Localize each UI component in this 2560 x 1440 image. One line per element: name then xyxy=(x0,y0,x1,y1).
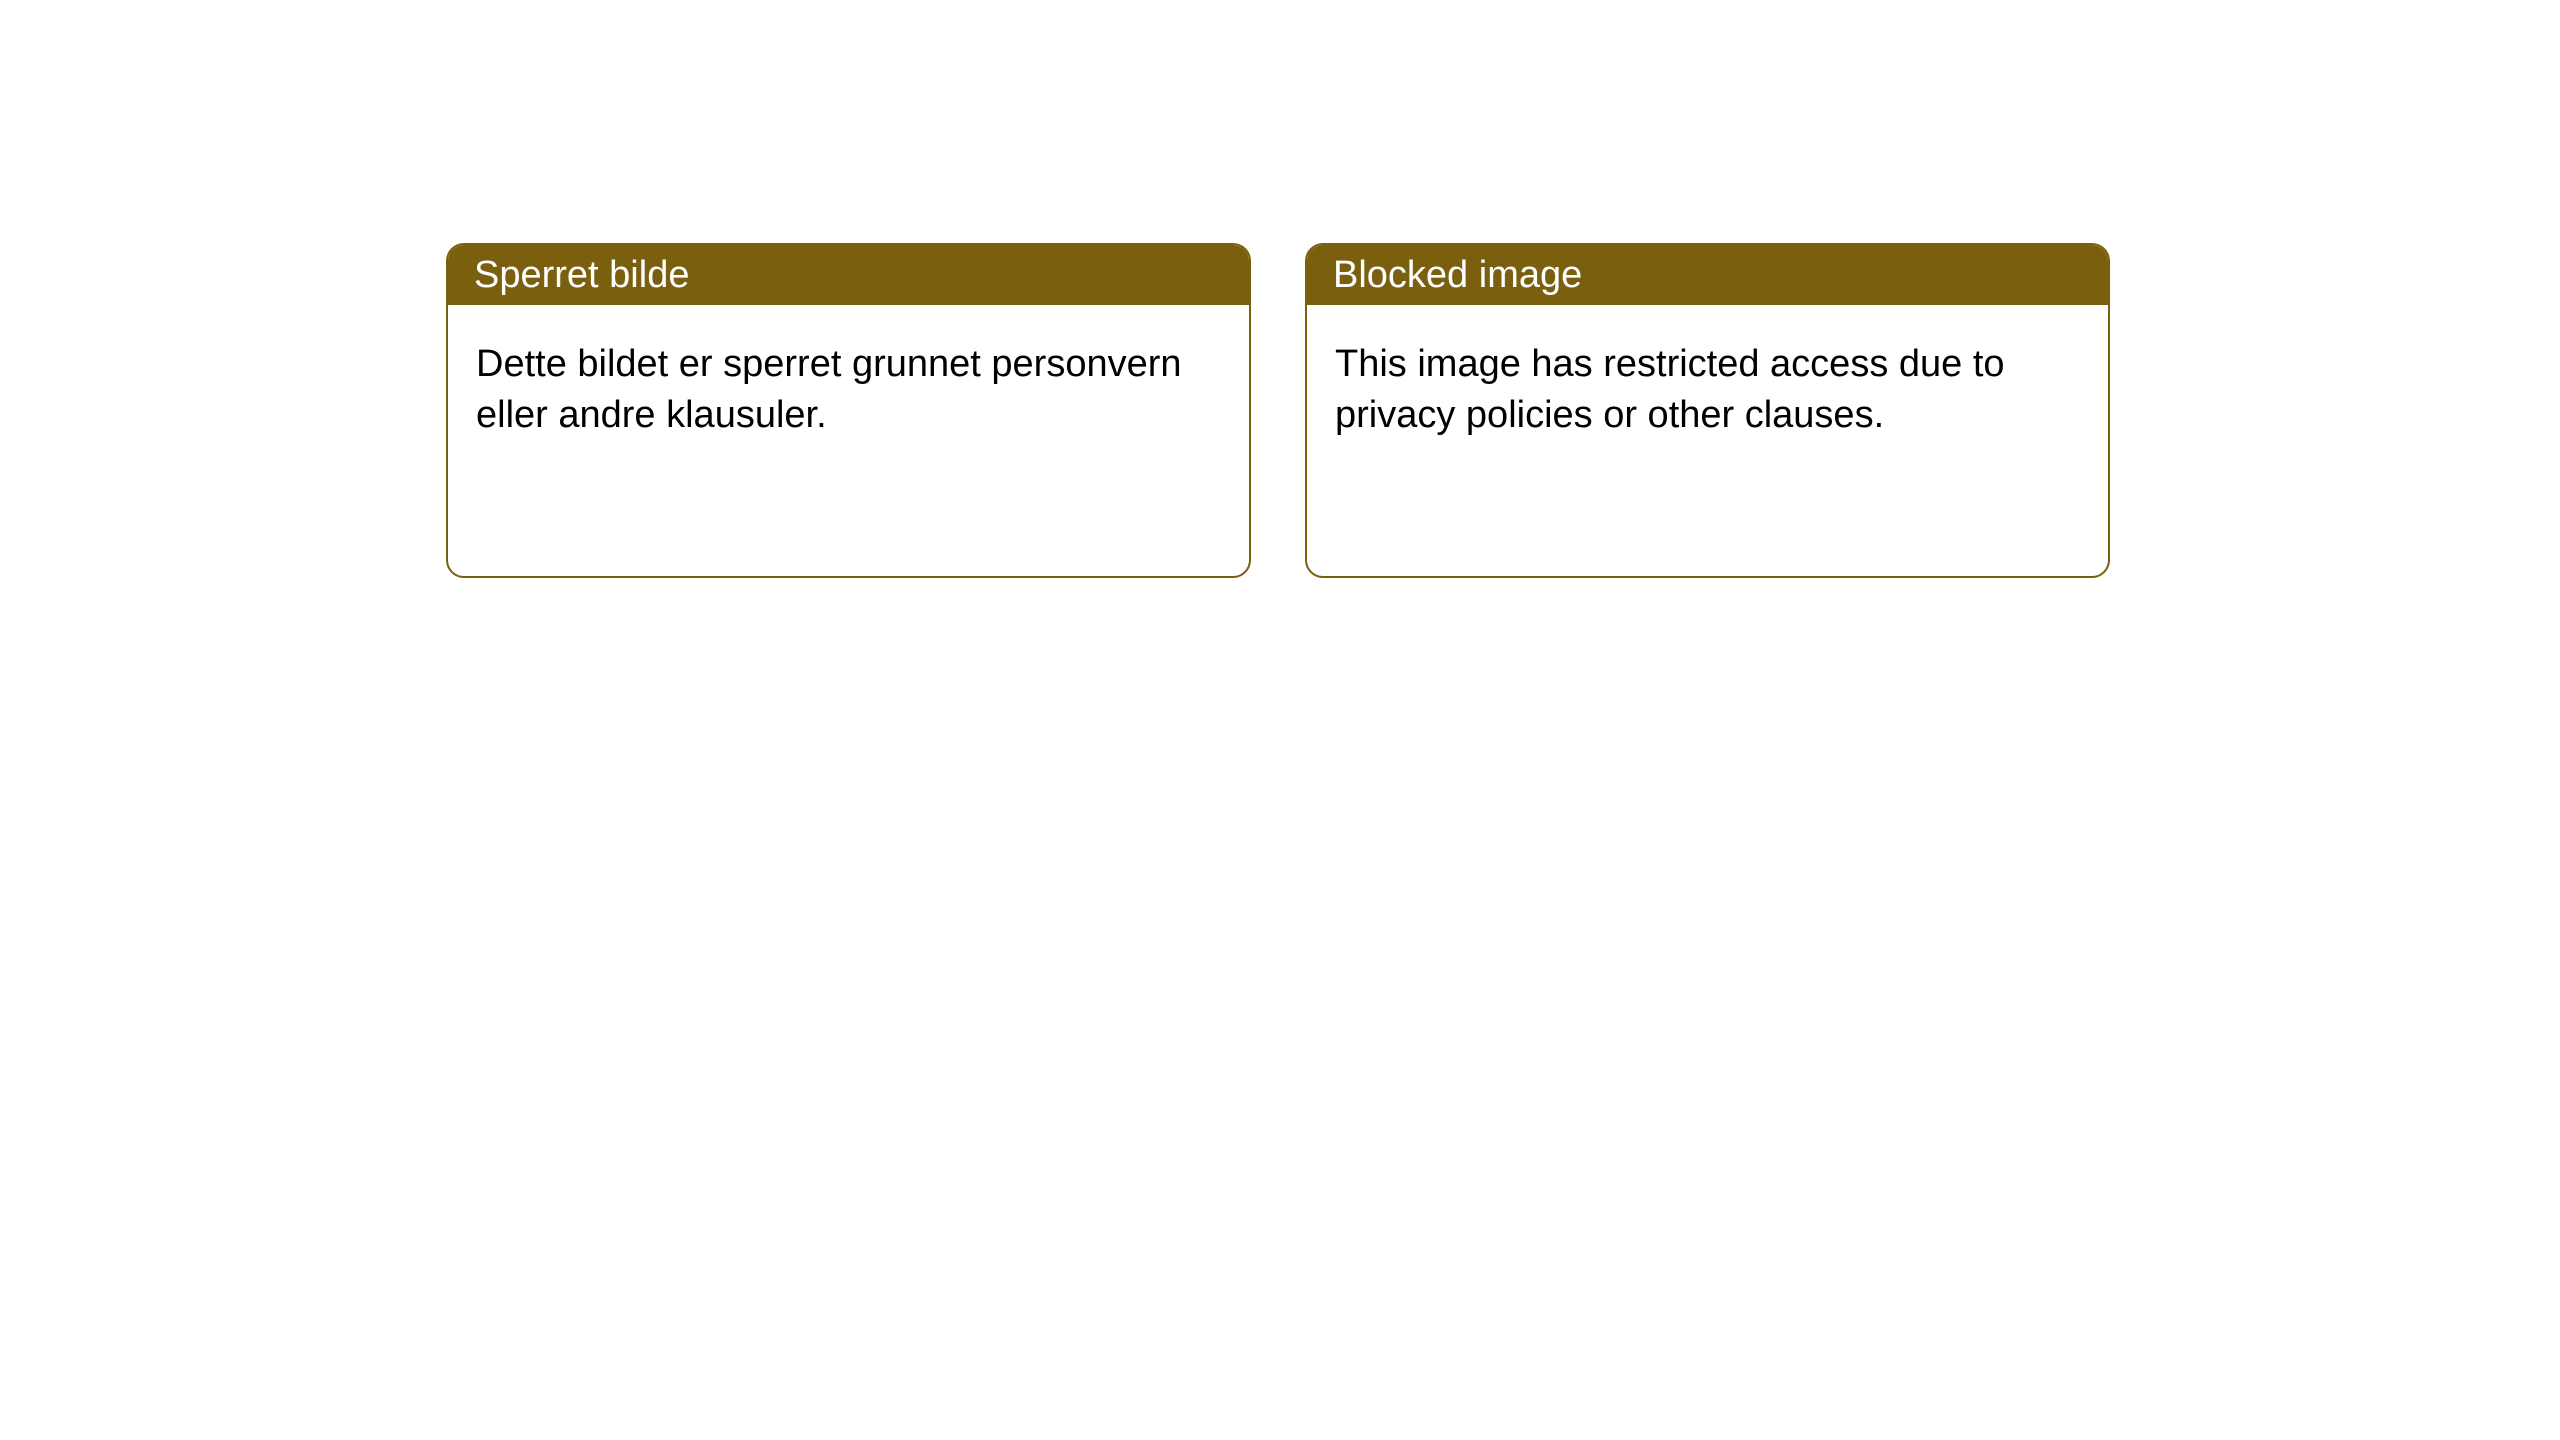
notice-container: Sperret bilde Dette bildet er sperret gr… xyxy=(0,0,2560,578)
notice-card-english: Blocked image This image has restricted … xyxy=(1305,243,2110,578)
notice-title: Blocked image xyxy=(1333,254,1582,297)
notice-header-norwegian: Sperret bilde xyxy=(448,245,1249,305)
notice-title: Sperret bilde xyxy=(474,254,689,297)
notice-card-norwegian: Sperret bilde Dette bildet er sperret gr… xyxy=(446,243,1251,578)
notice-text: This image has restricted access due to … xyxy=(1335,343,2005,436)
notice-text: Dette bildet er sperret grunnet personve… xyxy=(476,343,1182,436)
notice-header-english: Blocked image xyxy=(1307,245,2108,305)
notice-body-english: This image has restricted access due to … xyxy=(1307,305,2108,476)
notice-body-norwegian: Dette bildet er sperret grunnet personve… xyxy=(448,305,1249,476)
